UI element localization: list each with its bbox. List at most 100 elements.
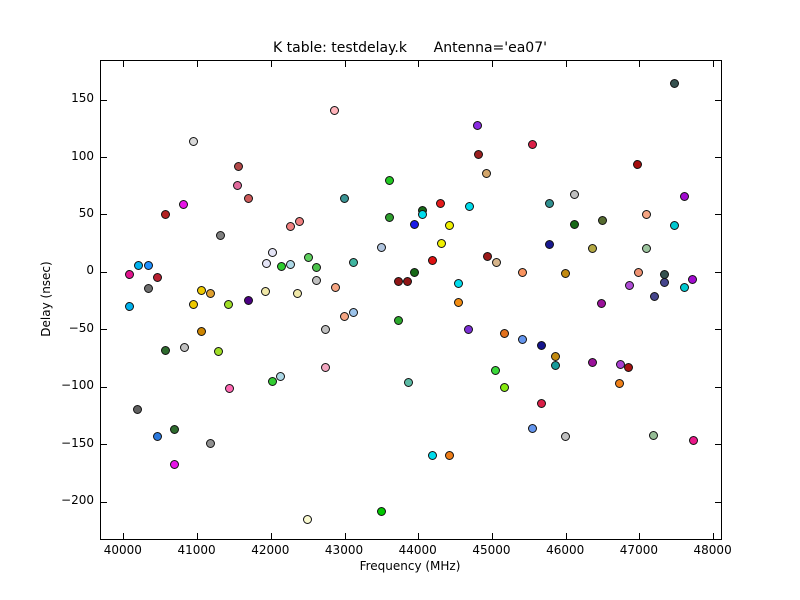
scatter-point [125, 270, 135, 280]
x-tick-mark [123, 61, 125, 67]
scatter-point [454, 279, 464, 289]
scatter-point [376, 242, 386, 252]
scatter-point [243, 295, 253, 305]
scatter-point [560, 269, 570, 279]
y-tick-mark [101, 157, 107, 159]
scatter-point [224, 383, 234, 393]
scatter-point [634, 267, 644, 277]
scatter-point [409, 219, 419, 229]
x-tick-label: 42000 [251, 543, 290, 557]
scatter-point [161, 346, 171, 356]
scatter-point [285, 221, 295, 231]
scatter-point [152, 272, 162, 282]
scatter-point [170, 459, 180, 469]
scatter-point [482, 251, 492, 261]
scatter-point [597, 298, 607, 308]
scatter-point [267, 248, 277, 258]
scatter-point [688, 435, 698, 445]
scatter-point [215, 231, 225, 241]
scatter-point [276, 372, 286, 382]
scatter-point [464, 325, 474, 335]
y-tick-label: −50 [68, 320, 94, 335]
scatter-point [527, 140, 537, 150]
scatter-point [330, 105, 340, 115]
scatter-point [500, 382, 510, 392]
scatter-point [206, 439, 216, 449]
scatter-point [417, 210, 427, 220]
x-tick-label: 48000 [693, 543, 732, 557]
x-tick-label: 47000 [619, 543, 658, 557]
y-tick-label: 0 [86, 263, 94, 278]
x-tick-mark [197, 61, 199, 67]
scatter-point [625, 280, 635, 290]
x-tick-mark [491, 533, 493, 539]
scatter-point [348, 308, 358, 318]
scatter-point [188, 136, 198, 146]
y-tick-mark [101, 214, 107, 216]
scatter-point [311, 263, 321, 273]
x-tick-mark [270, 533, 272, 539]
x-tick-label: 45000 [472, 543, 511, 557]
scatter-point [170, 425, 180, 435]
scatter-point [597, 216, 607, 226]
y-tick-mark [101, 501, 107, 503]
y-tick-mark [715, 271, 721, 273]
y-tick-mark [101, 329, 107, 331]
scatter-point [569, 189, 579, 199]
scatter-point [234, 162, 244, 172]
scatter-point [339, 194, 349, 204]
scatter-point [615, 379, 625, 389]
scatter-point [473, 149, 483, 159]
scatter-point [615, 359, 625, 369]
scatter-point [179, 200, 189, 210]
scatter-point [545, 198, 555, 208]
scatter-point [536, 398, 546, 408]
x-tick-label: 44000 [398, 543, 437, 557]
scatter-point [428, 450, 438, 460]
scatter-point [133, 404, 143, 414]
scatter-point [536, 341, 546, 351]
scatter-point [206, 288, 216, 298]
scatter-point [197, 326, 207, 336]
y-tick-label: 150 [71, 91, 94, 106]
scatter-point [482, 169, 492, 179]
x-tick-mark [713, 61, 715, 67]
scatter-point [445, 450, 455, 460]
scatter-point [551, 351, 561, 361]
scatter-point [179, 342, 189, 352]
y-tick-label: −100 [61, 378, 94, 393]
y-tick-mark [101, 99, 107, 101]
scatter-point [267, 377, 277, 387]
scatter-point [330, 282, 340, 292]
scatter-point [321, 325, 331, 335]
x-tick-mark [639, 61, 641, 67]
scatter-point [152, 432, 162, 442]
plot-area [100, 60, 722, 540]
scatter-point [348, 257, 358, 267]
scatter-point [527, 424, 537, 434]
scatter-point [143, 284, 153, 293]
scatter-point [427, 256, 437, 266]
y-tick-mark [101, 444, 107, 446]
scatter-point [624, 363, 634, 373]
scatter-point [437, 239, 447, 249]
scatter-point [436, 198, 446, 208]
scatter-point [650, 292, 660, 302]
x-tick-mark [565, 533, 567, 539]
scatter-point [588, 243, 598, 253]
scatter-point [649, 431, 659, 441]
x-tick-mark [491, 61, 493, 67]
scatter-point [409, 267, 419, 277]
scatter-point [403, 378, 413, 388]
x-tick-mark [123, 533, 125, 539]
scatter-point [518, 267, 528, 277]
scatter-point [243, 194, 253, 204]
scatter-point [688, 274, 698, 284]
chart-title: K table: testdelay.k Antenna='ea07' [273, 40, 547, 56]
scatter-point [500, 328, 510, 338]
y-tick-label: −200 [61, 493, 94, 508]
scatter-point [339, 311, 349, 321]
scatter-point [303, 252, 313, 262]
scatter-point [261, 258, 271, 268]
